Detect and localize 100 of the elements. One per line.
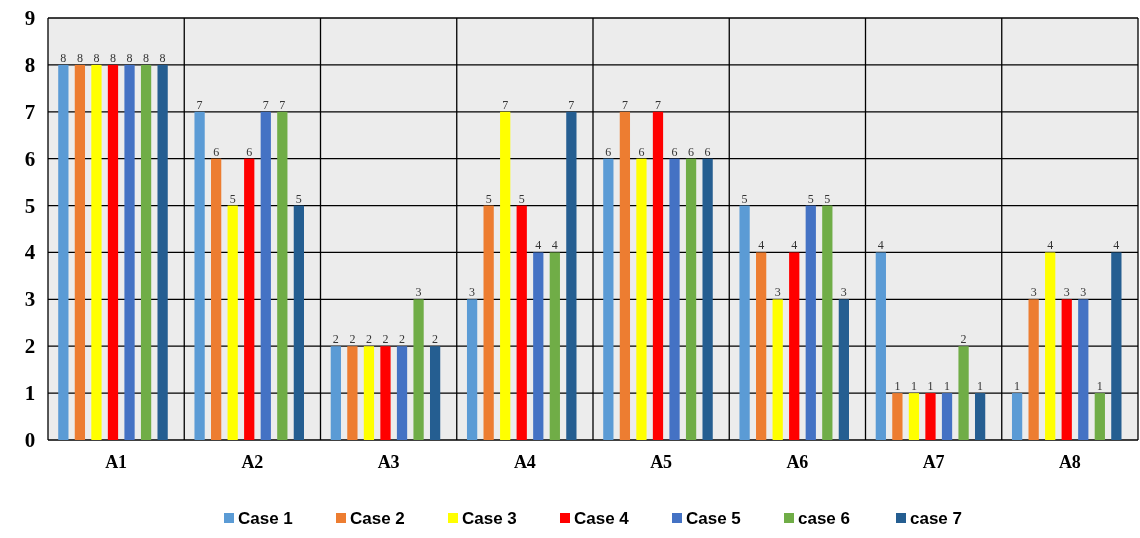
data-label: 7 (279, 97, 286, 112)
data-label: 1 (1014, 379, 1021, 394)
legend-label: Case 3 (462, 509, 517, 528)
x-tick-label: A5 (650, 452, 673, 472)
bar (396, 346, 408, 440)
bar (652, 111, 664, 440)
bar (140, 64, 152, 440)
bar (533, 252, 544, 440)
bar (74, 64, 86, 440)
bar (892, 393, 903, 440)
x-tick-label: A8 (1058, 452, 1081, 472)
data-label: 4 (1113, 238, 1120, 253)
data-label: 5 (295, 191, 302, 206)
bar (1045, 252, 1056, 440)
data-label: 8 (93, 50, 100, 65)
data-label: 4 (551, 238, 558, 253)
data-label: 7 (196, 97, 203, 112)
bar (739, 205, 750, 440)
data-label: 3 (774, 285, 781, 300)
data-label: 3 (469, 285, 476, 300)
x-tick-label: A1 (105, 452, 128, 472)
bar (822, 205, 833, 440)
data-label: 2 (349, 332, 356, 347)
y-tick-label: 7 (24, 99, 36, 124)
bar (293, 205, 304, 440)
data-label: 5 (229, 191, 236, 206)
data-label: 8 (76, 50, 83, 65)
data-label: 3 (1030, 285, 1037, 300)
bar (244, 158, 255, 440)
bar (413, 299, 424, 440)
data-label: 3 (415, 285, 422, 300)
data-label: 6 (704, 144, 711, 159)
data-label: 5 (741, 191, 748, 206)
y-tick-label: 3 (24, 287, 36, 312)
legend-label: Case 4 (574, 509, 630, 528)
data-label: 6 (671, 144, 678, 159)
data-label: 2 (365, 332, 372, 347)
data-label: 2 (382, 332, 389, 347)
bar (549, 252, 560, 440)
data-label: 6 (213, 144, 220, 159)
data-label: 1 (944, 379, 951, 394)
data-label: 7 (502, 97, 509, 112)
bar (1028, 299, 1039, 440)
data-label: 3 (1063, 285, 1070, 300)
legend-label: case 6 (798, 509, 850, 528)
y-tick-label: 4 (24, 240, 36, 265)
bar (363, 346, 375, 440)
x-tick-label: A2 (241, 452, 264, 472)
data-label: 4 (791, 238, 798, 253)
bar (619, 111, 631, 440)
data-label: 1 (1096, 379, 1103, 394)
data-label: 2 (332, 332, 339, 347)
bar (227, 205, 238, 440)
bar (1111, 252, 1122, 440)
bar (1011, 393, 1023, 440)
data-label: 7 (654, 97, 661, 112)
data-label: 4 (535, 238, 542, 253)
bar (636, 158, 647, 440)
legend-label: Case 1 (238, 509, 293, 528)
bar (330, 346, 341, 440)
legend-label: case 7 (910, 509, 962, 528)
bar (838, 299, 849, 440)
data-label: 2 (399, 332, 406, 347)
y-tick-label: 1 (24, 381, 36, 406)
data-label: 6 (605, 144, 612, 159)
data-label: 1 (910, 379, 917, 394)
data-label: 7 (568, 97, 575, 112)
data-label: 3 (1080, 285, 1087, 300)
bar (908, 393, 920, 440)
data-label: 1 (927, 379, 934, 394)
data-label: 8 (60, 50, 67, 65)
data-label: 8 (159, 50, 166, 65)
data-label: 8 (143, 50, 150, 65)
y-tick-label: 0 (24, 428, 36, 452)
data-label: 1 (894, 379, 901, 394)
bar (974, 393, 986, 440)
data-label: 6 (638, 144, 645, 159)
bar (91, 64, 102, 440)
bar (669, 158, 680, 440)
data-label: 5 (807, 191, 814, 206)
bar (958, 346, 969, 440)
bar (347, 346, 358, 440)
x-tick-label: A4 (513, 452, 536, 472)
bar (466, 299, 478, 440)
bar (157, 64, 168, 440)
bar (603, 158, 614, 440)
data-label: 2 (960, 332, 967, 347)
bar (566, 111, 577, 440)
bar (429, 346, 441, 440)
x-tick-label: A6 (786, 452, 809, 472)
data-label: 4 (1047, 238, 1054, 253)
data-label: 6 (246, 144, 253, 159)
data-label: 4 (877, 238, 884, 253)
bar (789, 252, 800, 440)
bar (260, 111, 271, 440)
bar (516, 205, 527, 440)
data-label: 2 (432, 332, 439, 347)
bar (277, 111, 288, 440)
data-label: 8 (126, 50, 133, 65)
data-label: 1 (977, 379, 984, 394)
